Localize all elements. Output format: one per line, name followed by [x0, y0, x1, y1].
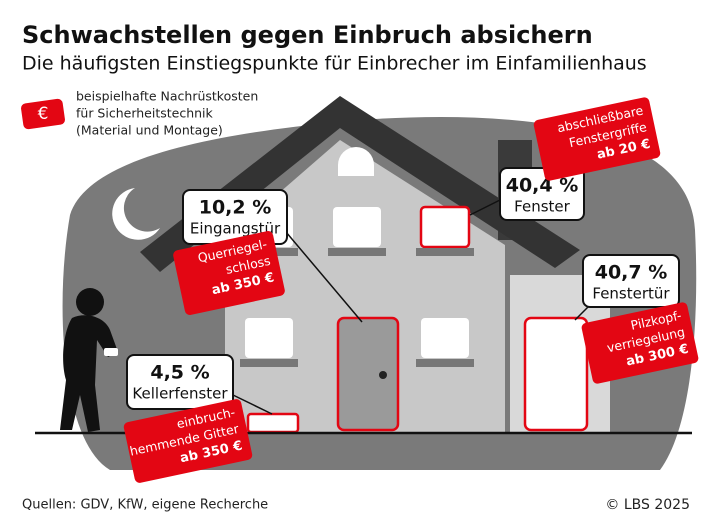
patio-door [523, 316, 589, 432]
window [245, 318, 293, 358]
copyright: © LBS 2025 [605, 497, 690, 513]
door [336, 316, 400, 432]
callout-box [499, 167, 585, 221]
sill [328, 248, 386, 256]
roof [140, 96, 580, 272]
legend: € beispielhafte Nachrüstkosten für Siche… [21, 89, 258, 138]
cost-tag-bg [533, 97, 661, 181]
sill [416, 248, 474, 256]
sill [416, 359, 474, 367]
legend-icon-bg [21, 98, 65, 130]
moon [112, 188, 160, 240]
title: Schwachstellen gegen Einbruch absichern [22, 21, 593, 49]
sill [240, 359, 298, 367]
attic-window [338, 147, 374, 176]
percentage: 40,7 % [595, 262, 668, 284]
entry-point: Fenstertür [592, 285, 670, 303]
percentage: 40,4 % [506, 175, 579, 197]
entry-point: Fenster [514, 198, 570, 216]
window [421, 318, 469, 358]
legend-icon: € [38, 104, 49, 124]
legend-text: (Material und Montage) [76, 123, 223, 138]
percentage: 4,5 % [150, 362, 209, 384]
cost-tag-bg [123, 399, 253, 483]
window-highlight [419, 205, 471, 249]
source: Quellen: GDV, KfW, eigene Recherche [22, 498, 268, 513]
percentage: 10,2 % [199, 197, 272, 219]
legend-text: für Sicherheitstechnik [76, 106, 214, 121]
burglar [60, 288, 118, 432]
leader-line [469, 199, 501, 216]
cost-tag-bg [173, 231, 285, 315]
leader-line [285, 231, 363, 323]
callout: 40,7 %FenstertürPilzkopf-verriegelungab … [581, 254, 699, 384]
callout: 40,4 %FensterabschließbareFenstergriffea… [499, 97, 661, 221]
callout-box [582, 254, 680, 308]
legend-text: beispielhafte Nachrüstkosten [76, 89, 258, 104]
entry-point: Eingangstür [190, 220, 281, 238]
subtitle: Die häufigsten Einstiegspunkte für Einbr… [22, 53, 647, 75]
door-knob [379, 371, 387, 379]
basement-window [246, 412, 300, 434]
leader-line [232, 394, 273, 415]
entry-point: Kellerfenster [132, 385, 228, 403]
cost-tag-bg [581, 302, 699, 384]
window [333, 207, 381, 247]
callout-box [126, 354, 234, 410]
